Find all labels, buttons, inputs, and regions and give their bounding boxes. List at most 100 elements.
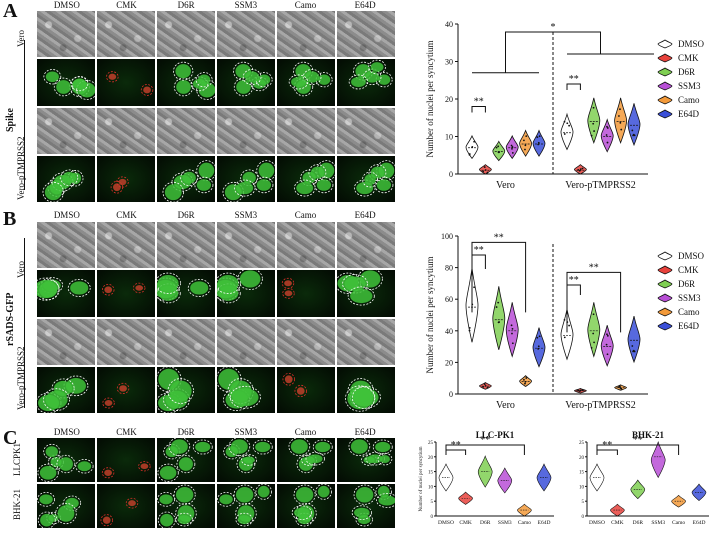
fluorescence-image-r3-c4 bbox=[277, 155, 335, 202]
data-point bbox=[537, 348, 540, 350]
legend-label-cmk: CMK bbox=[678, 265, 699, 275]
significance-label: ** bbox=[474, 97, 484, 108]
fluorescence-image-r3-c2 bbox=[157, 155, 215, 202]
significance-bracket bbox=[471, 254, 486, 269]
legend-swatch-camo bbox=[657, 307, 673, 317]
column-label-dmso: DMSO bbox=[53, 210, 80, 220]
fluorescence-image-r1-c3 bbox=[217, 270, 275, 317]
data-point bbox=[511, 152, 514, 154]
x-tick-label-d6r: D6R bbox=[633, 520, 644, 526]
fluorescence-image-r1-c4 bbox=[277, 484, 335, 528]
data-point bbox=[511, 147, 513, 150]
legend-label-ssm3: SSM3 bbox=[678, 81, 701, 91]
data-point bbox=[468, 329, 471, 332]
fluorescence-image-r1-c5 bbox=[337, 270, 395, 317]
y-tick-label: 60 bbox=[445, 295, 453, 304]
legend-swatch-d6r bbox=[657, 67, 673, 77]
brightfield-image-r0-c2 bbox=[157, 222, 215, 269]
fluorescence-image-r1-c5 bbox=[337, 484, 395, 528]
group-label-spike: Spike bbox=[5, 108, 16, 132]
data-point bbox=[581, 389, 584, 391]
x-tick-label-dmso: DMSO bbox=[438, 520, 454, 526]
column-label-e64d: E64D bbox=[354, 0, 376, 10]
panel-letter-b: B bbox=[3, 208, 17, 230]
significance-label: * bbox=[551, 22, 556, 33]
fluorescence-image-r1-c3 bbox=[217, 59, 275, 106]
data-point bbox=[631, 129, 634, 132]
legend-label-d6r: D6R bbox=[678, 279, 695, 289]
fluorescence-image-r1-c1 bbox=[97, 59, 155, 106]
brightfield-image-r2-c0 bbox=[37, 107, 95, 154]
image-grid-a bbox=[37, 11, 395, 202]
y-tick-label: 30 bbox=[445, 58, 453, 67]
data-point bbox=[473, 140, 476, 143]
data-point bbox=[538, 335, 541, 338]
legend-label-dmso: DMSO bbox=[678, 251, 705, 261]
violin-camo-0 bbox=[519, 129, 533, 157]
significance-bracket bbox=[596, 444, 680, 455]
legend-swatch-cmk bbox=[657, 265, 673, 275]
data-point bbox=[606, 333, 608, 336]
column-label-camo: Camo bbox=[294, 427, 317, 437]
data-point bbox=[524, 381, 527, 383]
violin-d6r-0 bbox=[492, 140, 506, 162]
data-point bbox=[568, 324, 571, 327]
x-tick-label-cmk: CMK bbox=[611, 520, 624, 526]
image-grid-b bbox=[37, 222, 395, 413]
data-point bbox=[524, 382, 526, 385]
data-point bbox=[497, 145, 500, 148]
fluorescence-image-r1-c4 bbox=[277, 59, 335, 106]
data-point bbox=[592, 106, 595, 109]
fluorescence-image-r0-c4 bbox=[277, 438, 335, 482]
data-point bbox=[593, 130, 595, 132]
fluorescence-image-r1-c4 bbox=[277, 270, 335, 317]
brightfield-image-r2-c2 bbox=[157, 107, 215, 154]
brightfield-image-r0-c5 bbox=[337, 222, 395, 269]
data-point bbox=[536, 136, 539, 139]
y-tick-label: 80 bbox=[445, 264, 453, 273]
legend-label-e64d: E64D bbox=[678, 321, 699, 331]
data-point bbox=[563, 336, 566, 339]
group-label-1: Vero-pTMPRSS2 bbox=[565, 400, 636, 411]
significance-bracket bbox=[471, 106, 486, 113]
legend-swatch-ssm3 bbox=[657, 293, 673, 303]
x-tick-label-ssm3: SSM3 bbox=[498, 520, 512, 526]
column-label-d6r: D6R bbox=[177, 0, 195, 10]
data-point bbox=[523, 378, 525, 381]
data-point bbox=[537, 141, 540, 144]
significance-bracket bbox=[566, 271, 622, 333]
fluorescence-image-r3-c4 bbox=[277, 366, 335, 413]
group-label-1: Vero-pTMPRSS2 bbox=[565, 180, 636, 191]
x-tick-label-d6r: D6R bbox=[480, 520, 491, 526]
image-grid-c bbox=[37, 438, 395, 528]
panel-letter-a: A bbox=[3, 0, 18, 22]
data-point bbox=[473, 286, 476, 289]
data-point bbox=[495, 146, 498, 149]
column-label-dmso: DMSO bbox=[53, 427, 80, 437]
data-point bbox=[605, 343, 608, 346]
significance-bracket bbox=[566, 83, 581, 90]
fluorescence-image-r1-c2 bbox=[157, 59, 215, 106]
data-point bbox=[483, 383, 486, 385]
data-point bbox=[497, 321, 500, 324]
significance-label: ** bbox=[474, 245, 484, 256]
violin-ssm3-1 bbox=[600, 325, 614, 367]
data-point bbox=[486, 171, 489, 174]
data-point bbox=[632, 350, 635, 353]
data-point bbox=[590, 346, 593, 349]
x-tick-label-e64d: E64D bbox=[693, 520, 706, 526]
fluorescence-image-r3-c5 bbox=[337, 155, 395, 202]
fluorescence-image-r3-c3 bbox=[217, 366, 275, 413]
violin-cmk bbox=[458, 491, 473, 505]
significance-label: ** bbox=[569, 275, 579, 286]
bracket-line-a bbox=[24, 40, 25, 190]
brightfield-image-r0-c0 bbox=[37, 11, 95, 58]
data-point bbox=[563, 133, 566, 135]
brightfield-image-r0-c2 bbox=[157, 11, 215, 58]
brightfield-image-r0-c0 bbox=[37, 222, 95, 269]
y-axis-label: Number of nuclei per syncytium bbox=[425, 257, 435, 374]
x-tick-label-e64d: E64D bbox=[538, 520, 551, 526]
brightfield-image-r2-c5 bbox=[337, 107, 395, 154]
data-point bbox=[536, 336, 539, 339]
significance-bracket bbox=[471, 241, 527, 313]
